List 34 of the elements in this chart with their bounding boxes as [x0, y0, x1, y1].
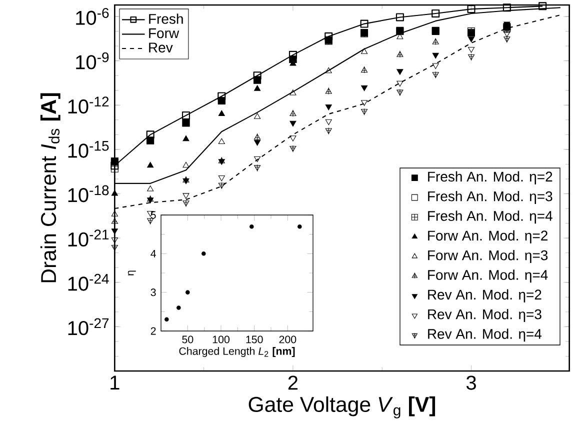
legend-label: Fresh An. Mod. η=3: [428, 190, 552, 204]
y-axis-title: η: [128, 270, 136, 276]
legend-label: Fresh An. Mod. η=2: [428, 171, 552, 184]
x-tick-label: 200: [279, 336, 296, 344]
legend-label: Rev An. Mod. η=4: [428, 328, 542, 342]
legend-label: Fresh: [149, 14, 183, 24]
y-tick-label: 10$^{-12}$: [68, 96, 109, 114]
legend-label: Rev An. Mod. η=2: [428, 289, 542, 302]
x-axis-title: Charged Length L$_{2}$ [nm]: [179, 347, 295, 358]
y-tick-label: 10$^{-6}$: [76, 8, 109, 25]
y-tick-label: 10$^{-15}$: [68, 141, 109, 158]
x-tick-label: 2: [288, 376, 298, 390]
legend-label: Forw An. Mod. η=4: [428, 270, 548, 283]
legend-label: Forw: [149, 28, 180, 38]
y-axis-title: Drain Current I$_{ds}$ [A]: [40, 93, 60, 282]
y-tick-label: 10$^{-27}$: [68, 318, 109, 336]
x-axis-title: Gate Voltage V$_{g}$ [V]: [248, 396, 436, 418]
x-tick-label: 50: [182, 336, 194, 344]
legend-label: Fresh An. Mod. η=4: [428, 210, 552, 224]
y-tick-label: 10$^{-21}$: [68, 230, 109, 247]
y-tick-label: 10$^{-9}$: [76, 52, 109, 70]
y-tick-label: 10$^{-18}$: [68, 185, 109, 202]
legend-label: Forw An. Mod. η=3: [428, 250, 548, 264]
legend-label: Rev: [149, 42, 173, 52]
legend-label: Forw An. Mod. η=2: [428, 230, 548, 244]
x-tick-label: 150: [246, 336, 263, 344]
x-tick-label: 1: [110, 376, 120, 390]
x-tick-label: 3: [466, 376, 476, 390]
y-tick-label: 4: [150, 250, 156, 258]
legend-label: Rev An. Mod. η=3: [428, 308, 542, 322]
y-tick-label: 2: [150, 327, 156, 335]
y-tick-label: 10$^{-24}$: [68, 274, 109, 291]
x-tick-label: 100: [212, 336, 230, 344]
y-tick-label: 3: [150, 288, 156, 296]
